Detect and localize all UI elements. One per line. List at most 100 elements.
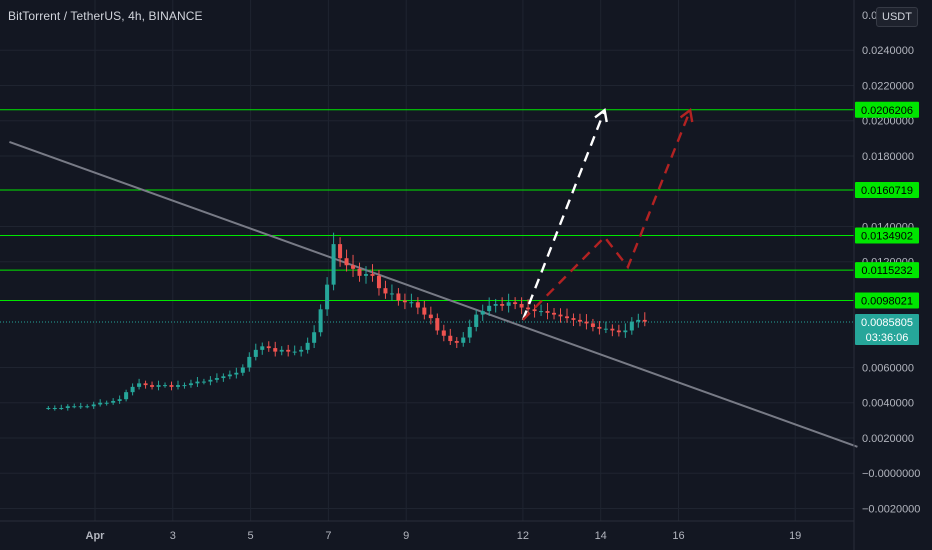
bearish-projection-arrow[interactable]	[522, 109, 692, 321]
candle-body	[539, 311, 544, 313]
level-price-tag	[855, 262, 919, 279]
candle-body	[124, 392, 129, 400]
level-price-label: 0.0206206	[861, 105, 913, 117]
candle-body	[623, 330, 628, 333]
candle-body	[513, 302, 518, 305]
candle-body	[305, 342, 310, 350]
projections[interactable]	[521, 108, 694, 321]
candle-body	[616, 330, 621, 333]
candle-body	[558, 314, 563, 317]
time-axis[interactable]: Apr 3 5 7 9 12 14 16 19	[86, 530, 802, 542]
candle-body	[435, 318, 440, 331]
candle-body	[169, 385, 174, 387]
candle-body	[487, 305, 492, 312]
candle-body	[383, 288, 388, 294]
candle-body	[545, 311, 550, 313]
candle-body	[260, 346, 265, 350]
candle-body	[409, 302, 414, 304]
candle-body	[182, 385, 187, 387]
price-tick-label: 0.0240000	[862, 45, 914, 57]
candle-body	[163, 385, 168, 387]
level-price-tag	[855, 292, 919, 309]
bar-countdown-label: 03:36:06	[866, 332, 909, 344]
price-tick-label: 0.0220000	[862, 80, 914, 92]
candle-body	[584, 321, 589, 324]
price-tick-label: −0.0000000	[862, 468, 920, 480]
candle-body	[629, 321, 634, 331]
candle-body	[247, 356, 252, 368]
price-tick-label: −0.0020000	[862, 503, 920, 515]
candle-body	[564, 316, 569, 319]
candle-body	[577, 319, 582, 322]
candle-body	[441, 330, 446, 336]
candle-body	[104, 402, 109, 404]
candle-body	[318, 309, 323, 333]
horizontal-levels[interactable]	[0, 109, 854, 323]
bearish-projection-arrow-arrowhead	[679, 108, 694, 123]
time-tick-label: 3	[170, 530, 176, 542]
candle-body	[370, 274, 375, 276]
candle-body	[376, 275, 381, 289]
candle-body	[175, 385, 180, 387]
level-price-label: 0.0098021	[861, 295, 913, 307]
candle-body	[201, 381, 206, 383]
candle-body	[312, 332, 317, 343]
time-tick-label: 16	[672, 530, 684, 542]
candle-body	[610, 328, 615, 331]
candle-body	[221, 376, 226, 379]
level-price-tag	[855, 227, 919, 244]
candle-body	[415, 302, 420, 308]
candle-body	[448, 335, 453, 342]
bullish-projection-arrow[interactable]	[521, 109, 606, 321]
last-price-tag	[855, 314, 919, 346]
time-tick-label: 12	[517, 530, 529, 542]
candle-body	[91, 404, 96, 407]
candle-body	[493, 304, 498, 306]
price-tick-label-partial: 0.0	[862, 10, 877, 22]
symbol-title: BitTorrent / TetherUS, 4h, BINANCE	[8, 9, 203, 23]
candle-body	[214, 378, 219, 380]
candle-body	[188, 383, 193, 386]
candle-body	[299, 349, 304, 352]
candle-body	[461, 337, 466, 343]
candle-body	[253, 349, 258, 357]
level-price-label: 0.0134902	[861, 230, 913, 242]
candle-body	[195, 381, 200, 384]
candle-body	[422, 307, 427, 315]
time-tick-label: Apr	[86, 530, 106, 542]
candles	[46, 232, 647, 411]
candle-body	[351, 265, 356, 269]
candle-body	[389, 293, 394, 295]
candle-body	[292, 351, 297, 353]
candle-body	[286, 349, 291, 352]
candle-body	[85, 406, 90, 408]
candle-body	[331, 244, 336, 285]
candle-body	[59, 408, 64, 410]
candle-body	[603, 328, 608, 330]
candle-body	[52, 408, 57, 410]
time-tick-label: 5	[248, 530, 254, 542]
bullish-projection-arrow-arrowhead	[594, 108, 608, 123]
candle-body	[467, 326, 472, 338]
candle-body	[597, 326, 602, 329]
candle-body	[46, 408, 51, 410]
candle-body	[506, 302, 511, 306]
candle-body	[519, 304, 524, 308]
trendline-layer[interactable]	[9, 140, 858, 448]
candle-body	[234, 372, 239, 375]
candle-body	[208, 379, 213, 382]
candle-body	[454, 341, 459, 343]
candle-body	[240, 367, 245, 373]
candle-body	[78, 406, 83, 408]
price-tick-label: 0.0060000	[862, 362, 914, 374]
last-price-label: 0.0085805	[861, 317, 913, 329]
trendline[interactable]	[9, 140, 858, 448]
candle-body	[357, 268, 362, 276]
candle-body	[325, 284, 330, 310]
candle-body	[396, 293, 401, 301]
candle-body	[474, 314, 479, 327]
candle-body	[130, 386, 135, 393]
grid	[0, 0, 854, 521]
currency-button[interactable]: USDT	[876, 7, 918, 27]
